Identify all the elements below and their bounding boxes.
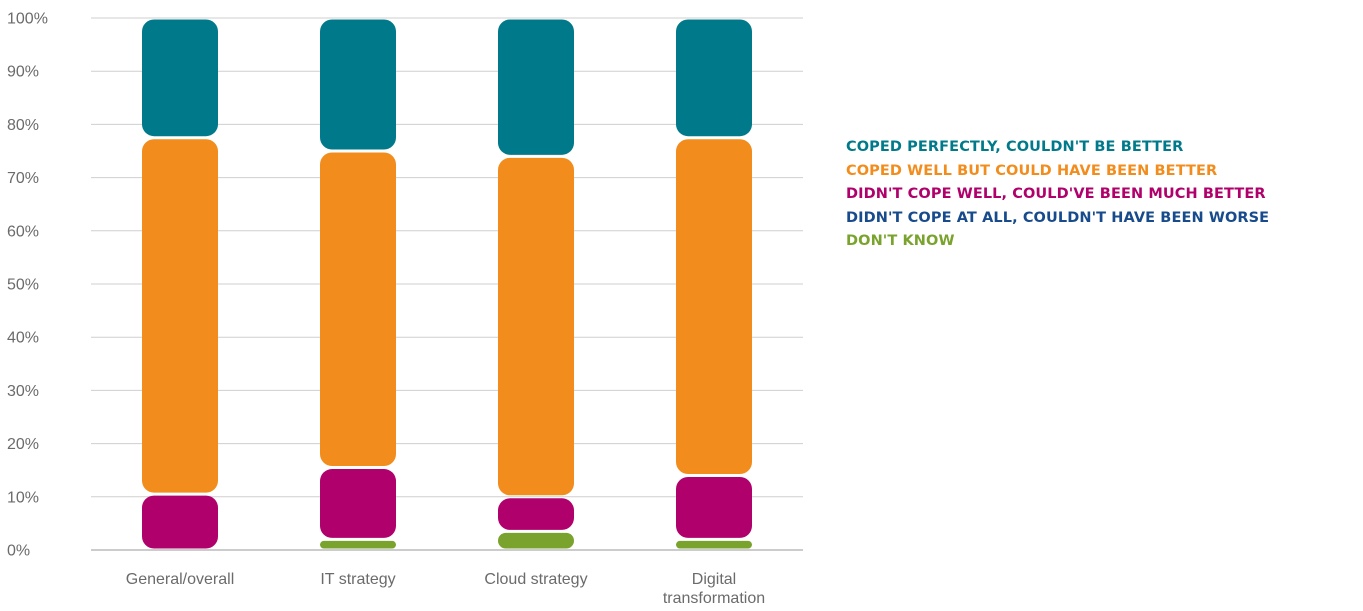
legend-item: DIDN'T COPE WELL, COULD'VE BEEN MUCH BET…	[846, 186, 1266, 202]
y-tick-label: 50%	[7, 277, 39, 294]
legend-item: DIDN'T COPE AT ALL, COULDN'T HAVE BEEN W…	[846, 209, 1270, 226]
y-tick-label: 80%	[7, 117, 39, 134]
bar-segment	[676, 139, 752, 475]
x-tick-label: General/overall	[126, 571, 235, 588]
y-tick-label: 30%	[7, 383, 39, 400]
bar-segment	[142, 19, 218, 137]
y-tick-label: 90%	[7, 64, 39, 81]
y-tick-label: 70%	[7, 170, 39, 187]
y-tick-label: 10%	[7, 489, 39, 506]
bar-segment	[320, 469, 396, 538]
bar-segment	[498, 157, 574, 496]
bar-segment	[142, 495, 218, 549]
bar-segment	[498, 532, 574, 549]
bar-segment	[676, 19, 752, 137]
bar-segment	[320, 152, 396, 467]
x-tick-label: Digital transformation	[663, 571, 765, 607]
y-tick-label: 100%	[7, 11, 48, 28]
y-tick-label: 0%	[7, 543, 30, 560]
bar-segment	[498, 498, 574, 530]
x-tick-label: IT strategy	[320, 571, 395, 588]
bar-segment	[320, 540, 396, 549]
bar-segment	[676, 477, 752, 538]
bar-segment	[676, 540, 752, 549]
y-tick-label: 40%	[7, 330, 39, 347]
bar-segment	[320, 19, 396, 150]
legend-item: COPED WELL BUT COULD HAVE BEEN BETTER	[846, 162, 1218, 179]
bar-segment	[498, 19, 574, 155]
legend: COPED PERFECTLY, COULDN'T BE BETTER COPED…	[846, 136, 1269, 254]
x-axis-labels: General/overall IT strategy Cloud strategy…	[126, 571, 765, 607]
y-tick-label: 60%	[7, 223, 39, 240]
bars	[142, 19, 752, 549]
bar-segment	[142, 139, 218, 493]
y-axis-ticks: 0% 10% 20% 30% 40% 50% 60% 70% 80% 90% 100%	[7, 11, 48, 560]
x-tick-label: Cloud strategy	[484, 571, 587, 588]
y-tick-label: 20%	[7, 436, 39, 453]
legend-item: DON'T KNOW	[846, 233, 955, 249]
legend-item: COPED PERFECTLY, COULDN'T BE BETTER	[846, 139, 1184, 155]
